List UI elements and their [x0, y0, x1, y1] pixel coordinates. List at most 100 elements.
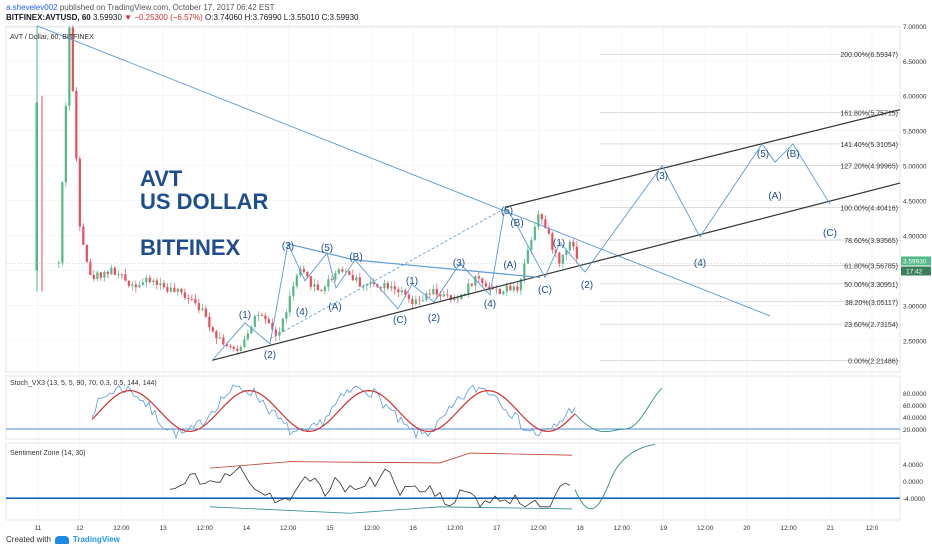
candle — [526, 250, 529, 264]
candle — [470, 283, 473, 286]
candle — [544, 219, 547, 229]
candle — [351, 275, 354, 281]
candles — [57, 25, 578, 355]
fib-label: 78.60%(3.93565) — [844, 238, 898, 245]
candle — [190, 298, 193, 300]
y-tick-label: 6.50000 — [903, 59, 927, 66]
candle — [456, 298, 459, 300]
fib-label: 200.00%(6.59347) — [840, 52, 898, 59]
candle — [64, 105, 67, 183]
candle — [201, 308, 204, 311]
wave-label: (1) — [239, 310, 251, 321]
sentiment-tick: 4.0000 — [903, 462, 923, 469]
candle — [533, 226, 536, 241]
candle — [568, 241, 571, 251]
publish-info: a.shevelev002 published on TradingView.c… — [6, 3, 274, 12]
x-tick-label: 19 — [660, 525, 668, 532]
candle — [131, 284, 134, 286]
candle — [152, 280, 155, 282]
candle — [383, 283, 386, 289]
wave-label: (C) — [538, 285, 552, 296]
y-tick-label: 5.50000 — [903, 129, 927, 136]
wave-label: (B) — [510, 218, 523, 229]
candle — [222, 337, 225, 345]
candle — [551, 233, 554, 250]
candle — [530, 240, 533, 251]
tradingview-logo-icon — [54, 535, 69, 544]
candle — [484, 283, 487, 287]
candle — [197, 303, 200, 311]
candle — [309, 276, 312, 287]
wave-label: (2) — [264, 350, 276, 361]
x-tick-label: 18 — [576, 525, 584, 532]
candle — [397, 289, 400, 293]
candle — [138, 285, 141, 288]
pane-title: AVT / Dollar, 60, BITFINEX — [10, 34, 94, 41]
x-tick-label: 11 — [35, 525, 42, 532]
countdown-badge — [901, 266, 931, 276]
candle — [173, 287, 176, 292]
candle — [502, 291, 505, 295]
candle — [358, 277, 361, 287]
x-tick-label: 12:00 — [697, 525, 714, 532]
sentiment-lower-band — [209, 506, 573, 514]
candle — [540, 214, 543, 220]
candle — [491, 288, 494, 290]
wave-label: (B) — [786, 149, 799, 160]
candle — [57, 262, 60, 264]
candle — [124, 274, 127, 281]
candle — [421, 299, 424, 301]
stoch-k-line — [91, 384, 576, 440]
stoch-tick: 80.0000 — [903, 391, 927, 398]
candle — [386, 283, 389, 289]
y-tick-label: 5.00000 — [903, 164, 927, 171]
y-tick-label: 3.00000 — [903, 303, 927, 310]
candle — [215, 331, 218, 339]
countdown-text: 17:42 — [906, 268, 923, 275]
candle — [341, 269, 344, 272]
candle — [295, 275, 298, 287]
candle — [516, 286, 519, 291]
candle — [355, 277, 358, 281]
candle — [155, 280, 158, 285]
candle — [400, 290, 403, 293]
candle — [439, 294, 442, 297]
candle — [180, 288, 183, 293]
candle — [103, 271, 106, 278]
sentiment-upper-band — [209, 452, 573, 469]
author-link[interactable]: a.shevelev002 — [6, 3, 58, 12]
wave-label: (5) — [321, 243, 333, 254]
stoch-label: Stoch_VX3 (13, 5, 5, 90, 70, 0.3, 0.5, 1… — [10, 380, 157, 387]
y-tick-label: 4.50000 — [903, 199, 927, 206]
candle — [183, 292, 186, 299]
sentiment-line — [169, 465, 571, 508]
candle — [68, 27, 71, 106]
candle — [194, 299, 197, 304]
fib-label: 23.60%(2.73154) — [844, 322, 898, 329]
candle — [229, 345, 232, 348]
x-tick-label: 16 — [410, 525, 418, 532]
trend-line-descending — [36, 25, 771, 317]
stoch-projection — [574, 387, 663, 433]
y-tick-label: 2.50000 — [903, 338, 927, 345]
candle — [78, 158, 81, 227]
x-tick-label: 12:00 — [197, 525, 214, 532]
candle — [110, 267, 113, 274]
candle — [547, 228, 550, 234]
fib-label: 141.40%(5.31054) — [840, 142, 898, 149]
candle — [477, 276, 480, 279]
fib-label: 0.00%(2.21486) — [848, 358, 898, 365]
candle — [428, 293, 431, 295]
x-tick-label: 17 — [493, 525, 501, 532]
tradingview-link[interactable]: TradingView — [72, 535, 120, 544]
candle — [425, 293, 428, 300]
candle — [348, 271, 351, 276]
candle — [467, 283, 470, 294]
x-tick-label: 12:0 — [866, 525, 879, 532]
wave-label: (1) — [553, 238, 565, 249]
candle — [519, 278, 522, 291]
candle — [134, 284, 137, 288]
channel-lower — [211, 182, 901, 361]
candle — [449, 295, 452, 301]
